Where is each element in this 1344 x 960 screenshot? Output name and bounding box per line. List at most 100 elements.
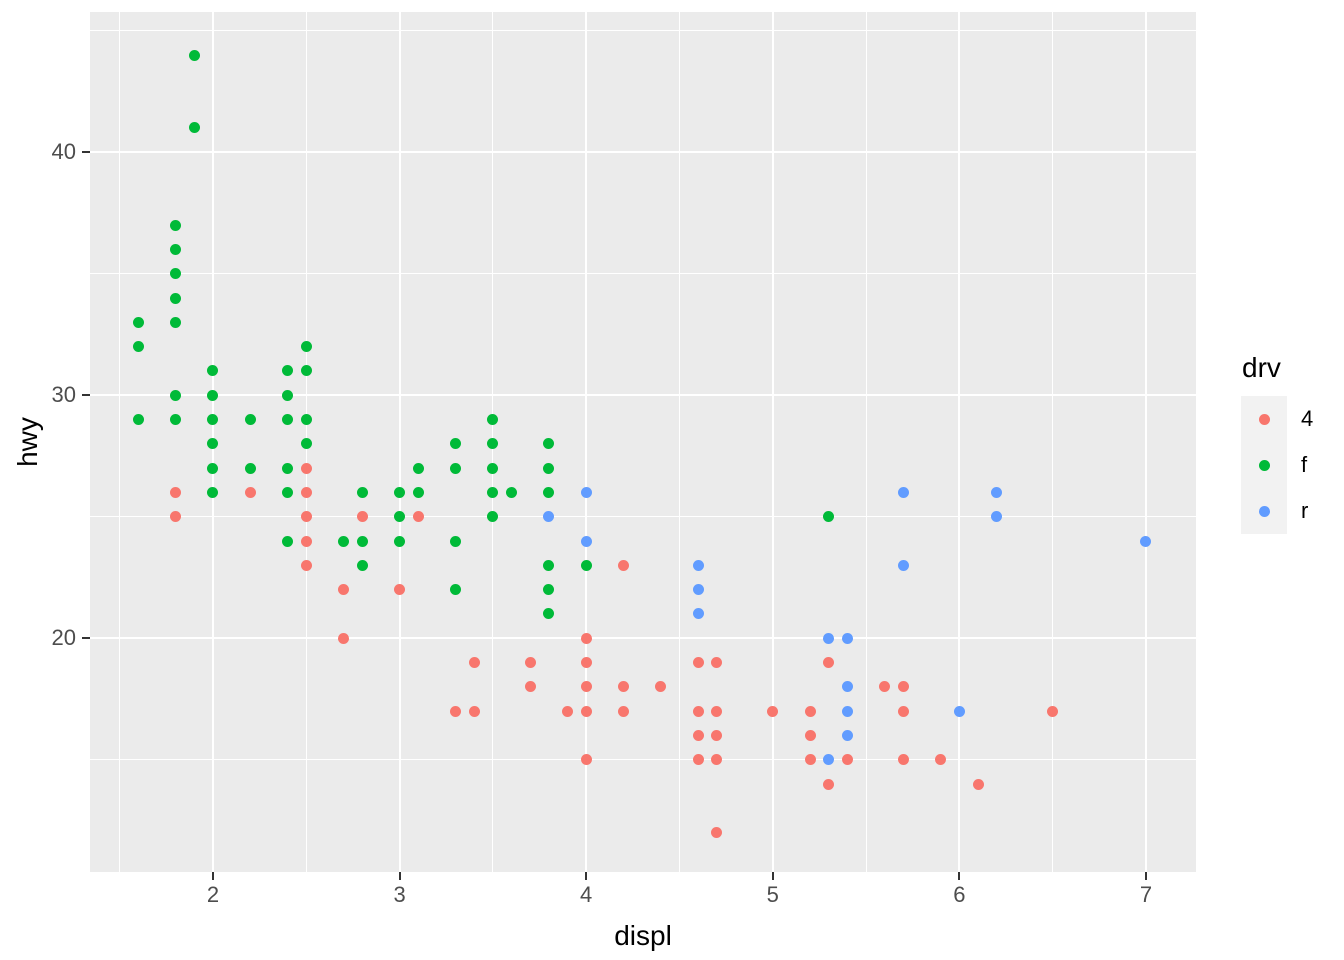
- data-point-r: [991, 511, 1003, 523]
- minor-gridline-y: [90, 516, 1196, 518]
- data-point-f: [170, 414, 182, 426]
- data-point-r: [841, 681, 853, 693]
- y-tick-mark: [82, 151, 90, 154]
- data-point-4: [804, 705, 816, 717]
- data-point-r: [580, 535, 592, 547]
- data-point-4: [711, 705, 723, 717]
- data-point-f: [487, 438, 499, 450]
- major-gridline-x: [958, 12, 961, 872]
- data-point-r: [841, 705, 853, 717]
- legend-entry-4: 4: [1241, 396, 1313, 442]
- data-point-f: [207, 462, 219, 474]
- major-gridline-x: [771, 12, 774, 872]
- data-point-f: [580, 559, 592, 571]
- data-point-f: [170, 292, 182, 304]
- major-gridline-y: [90, 637, 1196, 640]
- data-point-r: [953, 705, 965, 717]
- legend-entry-label: 4: [1301, 406, 1314, 431]
- data-point-r: [692, 559, 704, 571]
- data-point-f: [543, 608, 555, 620]
- data-point-f: [300, 438, 312, 450]
- data-point-4: [468, 657, 480, 669]
- data-point-4: [692, 705, 704, 717]
- data-point-4: [524, 657, 536, 669]
- data-point-f: [543, 462, 555, 474]
- data-point-f: [543, 486, 555, 498]
- data-point-f: [207, 365, 219, 377]
- data-point-4: [617, 705, 629, 717]
- data-point-f: [356, 535, 368, 547]
- data-point-f: [244, 414, 256, 426]
- data-point-4: [338, 632, 350, 644]
- data-point-4: [338, 584, 350, 596]
- data-point-f: [394, 486, 406, 498]
- x-axis-title: displ: [614, 920, 672, 951]
- data-point-4: [170, 486, 182, 498]
- data-point-4: [823, 657, 835, 669]
- data-point-4: [450, 705, 462, 717]
- data-point-4: [562, 705, 574, 717]
- data-point-4: [617, 681, 629, 693]
- x-tick-mark: [1144, 872, 1147, 880]
- data-point-f: [132, 414, 144, 426]
- minor-gridline-y: [90, 30, 1196, 32]
- minor-gridline-y: [90, 759, 1196, 761]
- data-point-f: [450, 535, 462, 547]
- major-gridline-x: [398, 12, 401, 872]
- data-point-4: [300, 535, 312, 547]
- data-point-4: [468, 705, 480, 717]
- x-tick-label: 6: [953, 882, 966, 907]
- data-point-f: [132, 341, 144, 353]
- data-point-f: [300, 414, 312, 426]
- data-point-f: [170, 389, 182, 401]
- legend-key-swatch: [1241, 396, 1287, 442]
- data-point-4: [972, 778, 984, 790]
- y-tick-label: 30: [51, 382, 76, 408]
- data-point-4: [580, 754, 592, 766]
- data-point-f: [487, 462, 499, 474]
- data-point-f: [823, 511, 835, 523]
- data-point-f: [356, 486, 368, 498]
- data-point-4: [617, 559, 629, 571]
- legend-key-swatch: [1241, 488, 1287, 534]
- data-point-f: [543, 584, 555, 596]
- minor-gridline-y: [90, 273, 1196, 275]
- data-point-4: [711, 729, 723, 741]
- data-point-f: [207, 414, 219, 426]
- data-point-f: [412, 462, 424, 474]
- data-point-f: [170, 316, 182, 328]
- data-point-4: [692, 754, 704, 766]
- data-point-r: [1140, 535, 1152, 547]
- y-tick-mark: [82, 637, 90, 640]
- y-tick-label: 20: [51, 625, 76, 651]
- data-point-4: [300, 486, 312, 498]
- legend-title: drv: [1242, 352, 1281, 383]
- data-point-f: [132, 316, 144, 328]
- minor-gridline-x: [1052, 12, 1054, 872]
- x-tick-label: 7: [1139, 882, 1153, 907]
- data-point-f: [282, 486, 294, 498]
- data-point-f: [506, 486, 518, 498]
- legend-key-swatch: [1241, 442, 1287, 488]
- data-point-f: [450, 584, 462, 596]
- data-point-f: [487, 486, 499, 498]
- major-gridline-y: [90, 394, 1196, 397]
- data-point-f: [170, 243, 182, 255]
- data-point-4: [804, 754, 816, 766]
- data-point-f: [282, 365, 294, 377]
- data-point-4: [300, 511, 312, 523]
- data-point-r: [897, 559, 909, 571]
- data-point-f: [188, 122, 200, 134]
- data-point-4: [580, 705, 592, 717]
- y-tick-mark: [82, 394, 90, 397]
- data-point-f: [282, 414, 294, 426]
- data-point-4: [356, 511, 368, 523]
- major-gridline-x: [585, 12, 588, 872]
- data-point-4: [412, 511, 424, 523]
- major-gridline-x: [1144, 12, 1147, 872]
- data-point-4: [524, 681, 536, 693]
- data-point-f: [487, 414, 499, 426]
- data-point-f: [282, 389, 294, 401]
